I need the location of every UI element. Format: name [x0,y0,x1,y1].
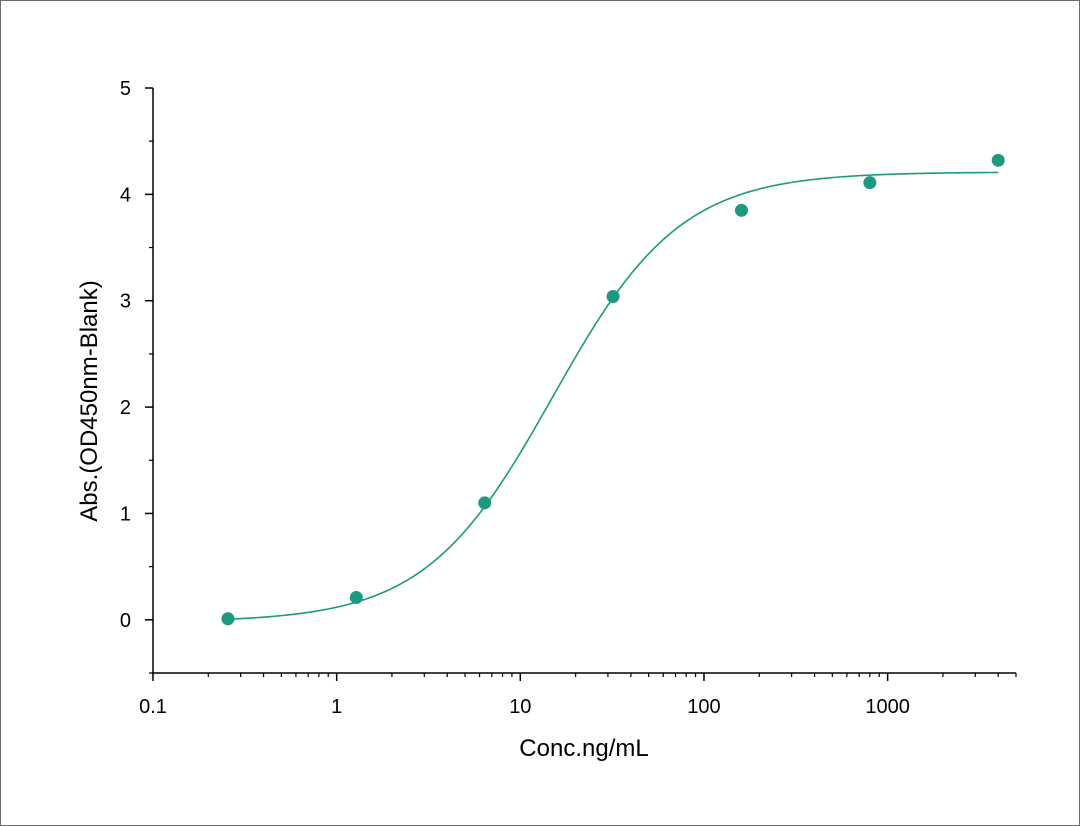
fit-curve [227,171,999,620]
y-tick-label: 0 [120,610,131,632]
data-point [734,203,748,217]
x-tick-label: 1000 [865,696,910,718]
x-axis-title: Conc.ng/mL [519,735,648,762]
data-point [349,590,363,604]
axes [145,87,1017,681]
x-tick-label: 1 [331,696,342,718]
data-point [991,153,1005,167]
y-tick-label: 1 [120,503,131,525]
data-point [863,176,877,190]
y-axis-title: Abs.(OD450nm-Blank) [76,280,103,521]
data-points [221,153,1005,626]
data-point [478,496,492,510]
y-tick-label: 2 [120,397,131,419]
y-tick-label: 5 [120,78,131,100]
data-point [221,612,235,626]
data-point [606,289,620,303]
tick-labels: 0 1 2 3 4 5 0.1 1 10 100 1000 [120,78,910,718]
x-tick-label: 10 [509,696,531,718]
x-tick-label: 100 [687,696,720,718]
y-tick-label: 4 [120,184,131,206]
y-tick-label: 3 [120,291,131,313]
x-tick-label: 0.1 [139,696,167,718]
